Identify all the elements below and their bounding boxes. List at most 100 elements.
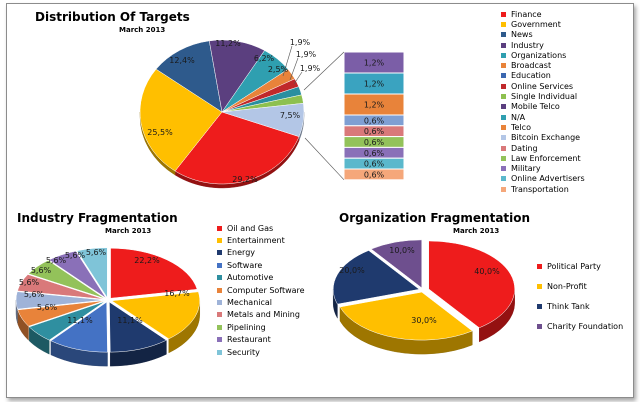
pie-slice — [339, 291, 473, 341]
legend-label: Telco — [511, 122, 531, 132]
legend-item: Transportation — [501, 184, 585, 194]
legend-item: Online Services — [501, 81, 585, 91]
legend-label: Transportation — [511, 184, 569, 194]
chart2-legend: Oil and Gas Entertainment Energy Software Au… — [217, 222, 305, 358]
legend-label: Mechanical — [227, 298, 273, 308]
legend-label: Industry — [511, 40, 544, 50]
legend-item: Education — [501, 71, 585, 81]
legend-label: Automotive — [227, 273, 274, 283]
pie-slice — [174, 111, 300, 185]
legend-label: N/A — [511, 112, 526, 122]
pie-data-label: 5,6% — [86, 248, 107, 257]
chart1-pie: 29,2% 25,5% 12,4% 11,2% 6,2% 2,5% 1,9% 1,9% 1,9%… — [139, 38, 321, 189]
chart2-pie: 22,2%16,7%11,1%11,1%5,6%5,6%5,6%5,6%5,6%… — [15, 247, 201, 367]
pie-data-label: 7,5% — [280, 111, 301, 120]
pie-data-label: 5,6% — [31, 266, 52, 275]
legend-item: Broadcast — [501, 60, 585, 70]
legend-item: Dating — [501, 143, 585, 153]
legend-item: Mechanical — [217, 296, 305, 308]
legend-swatch — [501, 11, 506, 17]
bar-of-pie-label: 0,6% — [364, 127, 385, 136]
legend-swatch — [501, 52, 506, 58]
legend-item: Organizations — [501, 50, 585, 60]
pie-slice — [48, 250, 107, 299]
pie-data-label: 1,9% — [300, 64, 321, 73]
legend-label: Pipelining — [227, 322, 266, 332]
legend-item: Industry — [501, 40, 585, 50]
legend-swatch — [501, 83, 506, 89]
legend-swatch — [537, 263, 542, 269]
pie-data-label: 11,1% — [67, 316, 93, 325]
legend-label: Online Services — [511, 81, 574, 91]
legend-label: Dating — [511, 143, 538, 153]
pie-slice — [17, 300, 105, 327]
legend-swatch — [501, 135, 506, 141]
legend-label: Education — [511, 71, 551, 81]
pie-data-label: 25,5% — [147, 128, 173, 137]
pie-slice — [50, 301, 108, 353]
chart2-subtitle: March 2013 — [105, 227, 152, 235]
legend-label: Software — [227, 260, 263, 270]
legend-label: Metals and Mining — [227, 310, 300, 320]
legend-swatch — [501, 155, 506, 161]
legend-swatch — [501, 176, 506, 182]
bar-of-pie: 1,2%1,2%1,2%0,6%0,6%0,6%0,6%0,6%0,6% — [343, 51, 405, 181]
legend-swatch — [217, 349, 222, 355]
pie-data-label: 5,6% — [65, 251, 86, 260]
pie-slice — [28, 260, 106, 299]
bar-of-pie-label: 1,2% — [364, 59, 385, 68]
legend-swatch — [217, 300, 222, 306]
legend-item: Think Tank — [537, 296, 623, 316]
legend-swatch — [537, 303, 542, 309]
legend-label: Organizations — [511, 50, 567, 60]
legend-label: Military — [511, 164, 541, 174]
legend-swatch — [537, 283, 542, 289]
legend-swatch — [217, 225, 222, 231]
legend-swatch — [501, 145, 506, 151]
pie-data-label: 16,7% — [164, 289, 190, 298]
legend-item: Metals and Mining — [217, 309, 305, 321]
chart3-title: Organization Fragmentation — [339, 211, 531, 225]
chart3-legend: Political Party Non-Profit Think Tank Chari… — [537, 256, 623, 336]
legend-swatch — [501, 73, 506, 79]
legend-label: Restaurant — [227, 335, 271, 345]
bar-of-pie-label: 1,2% — [364, 80, 385, 89]
legend-swatch — [501, 42, 506, 48]
legend-swatch — [217, 337, 222, 343]
legend-label: Government — [511, 19, 561, 29]
legend-item: Telco — [501, 122, 585, 132]
legend-swatch — [501, 63, 506, 69]
legend-label: Entertainment — [227, 236, 285, 246]
legend-label: Mobile Telco — [511, 102, 560, 112]
pie-data-label: 5,6% — [19, 278, 40, 287]
label-leader-line — [293, 71, 303, 85]
legend-swatch — [501, 114, 506, 120]
pie-data-label: 6,2% — [254, 54, 275, 63]
legend-label: Think Tank — [547, 301, 590, 311]
legend-swatch — [501, 124, 506, 130]
legend-swatch — [501, 186, 506, 192]
pie-data-label: 5,6% — [37, 303, 58, 312]
legend-swatch — [217, 275, 222, 281]
legend-label: Finance — [511, 9, 542, 19]
pie-data-label: 12,4% — [169, 56, 195, 65]
legend-item: News — [501, 30, 585, 40]
legend-label: Bitcoin Exchange — [511, 133, 581, 143]
legend-item: Entertainment — [217, 234, 305, 246]
bar-of-pie-label: 0,6% — [364, 170, 385, 179]
chart3-pie: 40,0% 30,0% 20,0% 10,0% — [332, 239, 515, 355]
legend-item: Online Advertisers — [501, 174, 585, 184]
legend-label: Non-Profit — [547, 281, 587, 291]
legend-item: Oil and Gas — [217, 222, 305, 234]
pie-slice — [111, 291, 201, 340]
pie-data-label: 5,6% — [46, 256, 67, 265]
legend-item: Restaurant — [217, 334, 305, 346]
legend-label: Online Advertisers — [511, 174, 585, 184]
pie-data-label: 1,9% — [290, 38, 311, 47]
pie-data-label: 29,2% — [232, 175, 258, 184]
legend-item: Computer Software — [217, 284, 305, 296]
legend-item: Charity Foundation — [537, 316, 623, 336]
legend-swatch — [501, 94, 506, 100]
bar-of-pie-connector — [304, 137, 345, 181]
